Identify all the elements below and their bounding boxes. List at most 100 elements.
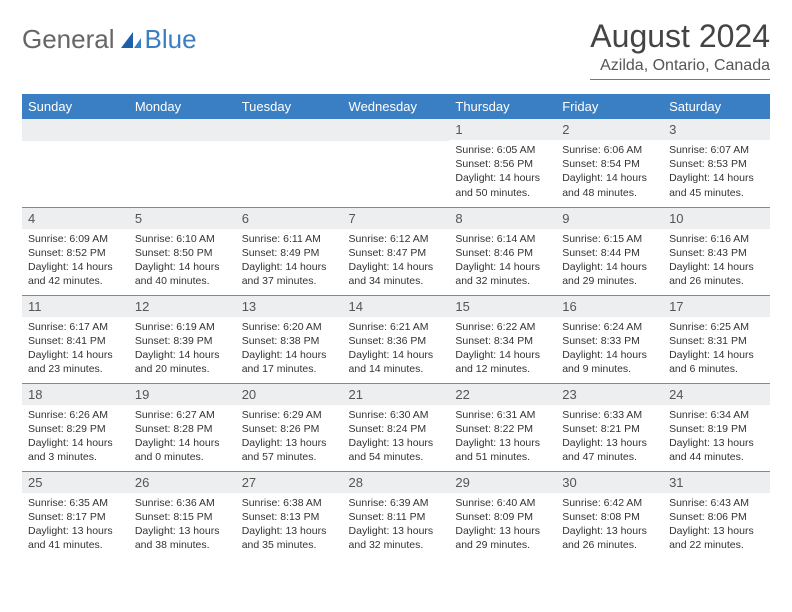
day-content: Sunrise: 6:19 AMSunset: 8:39 PMDaylight:… [129,317,236,383]
calendar-cell: 21Sunrise: 6:30 AMSunset: 8:24 PMDayligh… [343,383,450,471]
logo-text-general: General [22,24,115,55]
month-title: August 2024 [590,18,770,55]
day-content: Sunrise: 6:27 AMSunset: 8:28 PMDaylight:… [129,405,236,471]
day-content: Sunrise: 6:35 AMSunset: 8:17 PMDaylight:… [22,493,129,559]
calendar-cell: 3Sunrise: 6:07 AMSunset: 8:53 PMDaylight… [663,119,770,207]
logo: General Blue [22,24,197,55]
calendar-cell [236,119,343,207]
calendar-cell: 17Sunrise: 6:25 AMSunset: 8:31 PMDayligh… [663,295,770,383]
day-number: 13 [236,296,343,317]
day-number: 8 [449,208,556,229]
day-content: Sunrise: 6:29 AMSunset: 8:26 PMDaylight:… [236,405,343,471]
weekday-header-row: SundayMondayTuesdayWednesdayThursdayFrid… [22,94,770,119]
calendar-cell: 10Sunrise: 6:16 AMSunset: 8:43 PMDayligh… [663,207,770,295]
calendar-cell: 1Sunrise: 6:05 AMSunset: 8:56 PMDaylight… [449,119,556,207]
day-content: Sunrise: 6:14 AMSunset: 8:46 PMDaylight:… [449,229,556,295]
calendar-cell: 9Sunrise: 6:15 AMSunset: 8:44 PMDaylight… [556,207,663,295]
calendar-cell: 12Sunrise: 6:19 AMSunset: 8:39 PMDayligh… [129,295,236,383]
day-number: 17 [663,296,770,317]
calendar-cell: 18Sunrise: 6:26 AMSunset: 8:29 PMDayligh… [22,383,129,471]
day-number: 15 [449,296,556,317]
day-number: 31 [663,472,770,493]
day-number-empty [236,119,343,141]
calendar-cell: 2Sunrise: 6:06 AMSunset: 8:54 PMDaylight… [556,119,663,207]
day-content: Sunrise: 6:20 AMSunset: 8:38 PMDaylight:… [236,317,343,383]
weekday-header: Sunday [22,94,129,119]
day-number: 22 [449,384,556,405]
day-number: 1 [449,119,556,140]
day-number: 9 [556,208,663,229]
day-number: 25 [22,472,129,493]
weekday-header: Thursday [449,94,556,119]
weekday-header: Wednesday [343,94,450,119]
day-content: Sunrise: 6:15 AMSunset: 8:44 PMDaylight:… [556,229,663,295]
day-content: Sunrise: 6:40 AMSunset: 8:09 PMDaylight:… [449,493,556,559]
day-number: 29 [449,472,556,493]
calendar-row: 11Sunrise: 6:17 AMSunset: 8:41 PMDayligh… [22,295,770,383]
day-number: 24 [663,384,770,405]
day-content: Sunrise: 6:10 AMSunset: 8:50 PMDaylight:… [129,229,236,295]
day-content: Sunrise: 6:17 AMSunset: 8:41 PMDaylight:… [22,317,129,383]
title-block: August 2024 Azilda, Ontario, Canada [590,18,770,80]
day-content: Sunrise: 6:36 AMSunset: 8:15 PMDaylight:… [129,493,236,559]
day-number: 12 [129,296,236,317]
logo-text-blue: Blue [145,24,197,55]
calendar-cell: 31Sunrise: 6:43 AMSunset: 8:06 PMDayligh… [663,471,770,559]
header: General Blue August 2024 Azilda, Ontario… [22,18,770,80]
location: Azilda, Ontario, Canada [590,57,770,80]
day-content: Sunrise: 6:21 AMSunset: 8:36 PMDaylight:… [343,317,450,383]
day-content: Sunrise: 6:33 AMSunset: 8:21 PMDaylight:… [556,405,663,471]
calendar-cell: 16Sunrise: 6:24 AMSunset: 8:33 PMDayligh… [556,295,663,383]
calendar-cell: 26Sunrise: 6:36 AMSunset: 8:15 PMDayligh… [129,471,236,559]
calendar-cell: 30Sunrise: 6:42 AMSunset: 8:08 PMDayligh… [556,471,663,559]
day-content: Sunrise: 6:25 AMSunset: 8:31 PMDaylight:… [663,317,770,383]
day-content: Sunrise: 6:06 AMSunset: 8:54 PMDaylight:… [556,140,663,206]
day-content: Sunrise: 6:38 AMSunset: 8:13 PMDaylight:… [236,493,343,559]
day-content: Sunrise: 6:05 AMSunset: 8:56 PMDaylight:… [449,140,556,206]
calendar-cell: 24Sunrise: 6:34 AMSunset: 8:19 PMDayligh… [663,383,770,471]
calendar-cell: 22Sunrise: 6:31 AMSunset: 8:22 PMDayligh… [449,383,556,471]
calendar-cell: 29Sunrise: 6:40 AMSunset: 8:09 PMDayligh… [449,471,556,559]
day-number-empty [22,119,129,141]
day-number-empty [129,119,236,141]
calendar-cell: 15Sunrise: 6:22 AMSunset: 8:34 PMDayligh… [449,295,556,383]
calendar-cell: 4Sunrise: 6:09 AMSunset: 8:52 PMDaylight… [22,207,129,295]
calendar-cell [343,119,450,207]
calendar-cell: 20Sunrise: 6:29 AMSunset: 8:26 PMDayligh… [236,383,343,471]
day-content: Sunrise: 6:26 AMSunset: 8:29 PMDaylight:… [22,405,129,471]
day-number: 10 [663,208,770,229]
calendar-cell [129,119,236,207]
weekday-header: Saturday [663,94,770,119]
day-content: Sunrise: 6:22 AMSunset: 8:34 PMDaylight:… [449,317,556,383]
day-number: 14 [343,296,450,317]
calendar-cell: 27Sunrise: 6:38 AMSunset: 8:13 PMDayligh… [236,471,343,559]
weekday-header: Tuesday [236,94,343,119]
logo-sail-icon [119,30,143,50]
day-number: 23 [556,384,663,405]
calendar-cell: 11Sunrise: 6:17 AMSunset: 8:41 PMDayligh… [22,295,129,383]
calendar-cell: 8Sunrise: 6:14 AMSunset: 8:46 PMDaylight… [449,207,556,295]
calendar-row: 4Sunrise: 6:09 AMSunset: 8:52 PMDaylight… [22,207,770,295]
calendar-body: 1Sunrise: 6:05 AMSunset: 8:56 PMDaylight… [22,119,770,559]
day-number-empty [343,119,450,141]
day-content: Sunrise: 6:24 AMSunset: 8:33 PMDaylight:… [556,317,663,383]
calendar-cell: 6Sunrise: 6:11 AMSunset: 8:49 PMDaylight… [236,207,343,295]
calendar-cell: 19Sunrise: 6:27 AMSunset: 8:28 PMDayligh… [129,383,236,471]
weekday-header: Friday [556,94,663,119]
day-content: Sunrise: 6:11 AMSunset: 8:49 PMDaylight:… [236,229,343,295]
day-content: Sunrise: 6:39 AMSunset: 8:11 PMDaylight:… [343,493,450,559]
day-number: 18 [22,384,129,405]
day-number: 28 [343,472,450,493]
day-number: 7 [343,208,450,229]
day-content: Sunrise: 6:42 AMSunset: 8:08 PMDaylight:… [556,493,663,559]
calendar-cell: 25Sunrise: 6:35 AMSunset: 8:17 PMDayligh… [22,471,129,559]
day-content: Sunrise: 6:12 AMSunset: 8:47 PMDaylight:… [343,229,450,295]
weekday-header: Monday [129,94,236,119]
day-number: 21 [343,384,450,405]
calendar-cell: 13Sunrise: 6:20 AMSunset: 8:38 PMDayligh… [236,295,343,383]
day-number: 11 [22,296,129,317]
day-content: Sunrise: 6:09 AMSunset: 8:52 PMDaylight:… [22,229,129,295]
day-number: 20 [236,384,343,405]
calendar-row: 18Sunrise: 6:26 AMSunset: 8:29 PMDayligh… [22,383,770,471]
calendar-cell: 7Sunrise: 6:12 AMSunset: 8:47 PMDaylight… [343,207,450,295]
